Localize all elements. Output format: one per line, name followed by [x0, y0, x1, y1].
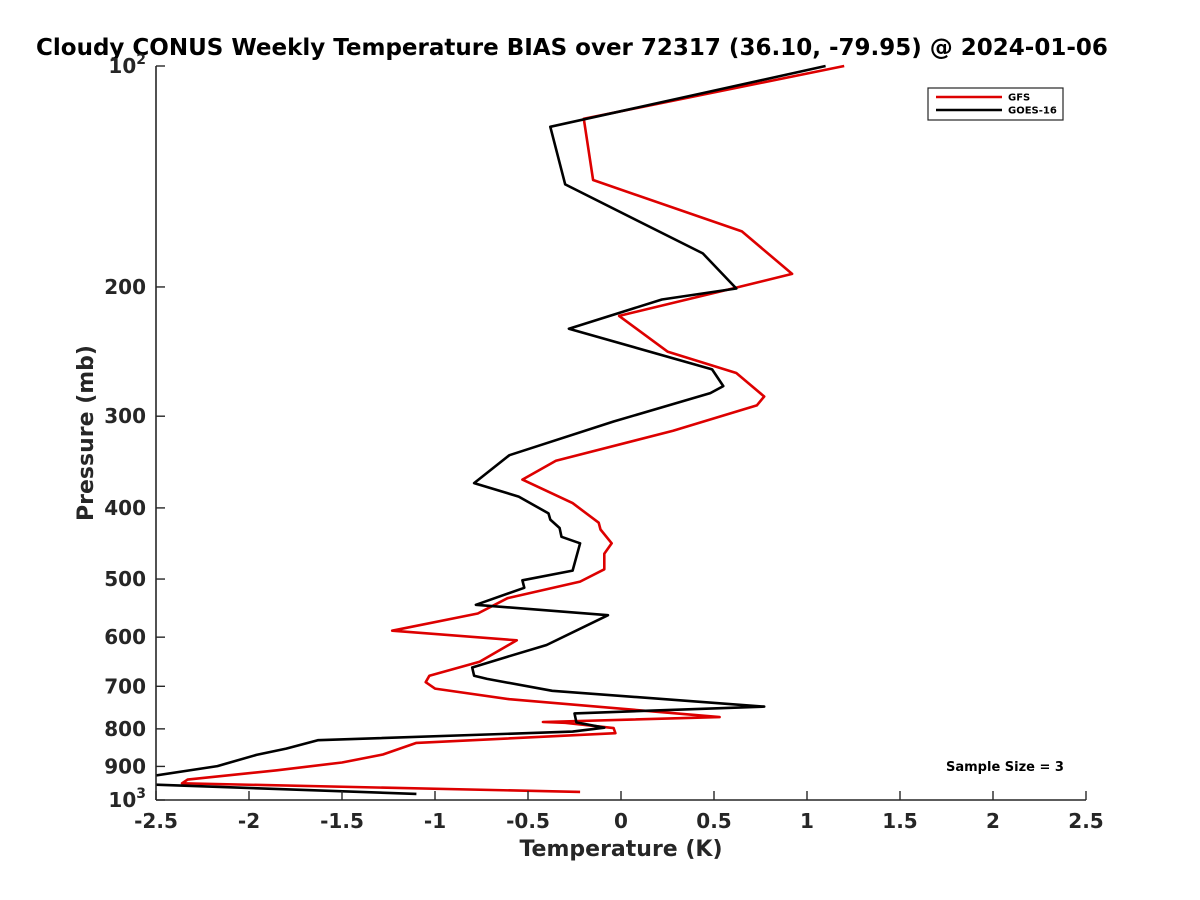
legend-label-goes16: GOES-16 [1008, 106, 1057, 117]
x-tick-label: 1 [800, 809, 814, 833]
sample-size-annotation: Sample Size = 3 [946, 760, 1064, 775]
x-tick-label: 2 [986, 809, 1000, 833]
x-tick-label: 0.5 [696, 809, 731, 833]
x-tick-label: 1.5 [882, 809, 917, 833]
legend-label-gfs: GFS [1008, 93, 1030, 104]
y-tick-label: 600 [104, 625, 146, 649]
y-axis-title: Pressure (mb) [74, 345, 99, 521]
y-tick-label: 300 [104, 404, 146, 428]
y-tick-label: 102 [108, 52, 146, 78]
y-tick-label: 700 [104, 674, 146, 698]
y-tick-label: 900 [104, 754, 146, 778]
axis-layer [155, 66, 1086, 801]
y-tick-label: 500 [104, 567, 146, 591]
x-ticks: -2.5 -2 -1.5 -1 -0.5 0 0.5 1 1.5 2 2.5 [134, 791, 1104, 833]
series-line-gfs [180, 64, 845, 794]
x-tick-label: -2.5 [134, 809, 178, 833]
plot-area: -2.5 -2 -1.5 -1 -0.5 0 0.5 1 1.5 2 2.5 102 200 300 40… [104, 52, 1103, 833]
y-tick-label: 200 [104, 275, 146, 299]
series-line-goes16 [156, 64, 826, 796]
x-tick-label: -1.5 [320, 809, 364, 833]
x-tick-label: -0.5 [506, 809, 550, 833]
y-tick-label: 800 [104, 717, 146, 741]
legend: GFS GOES-16 [927, 87, 1064, 121]
x-axis-title: Temperature (K) [519, 837, 722, 862]
series-layer [156, 64, 845, 796]
x-tick-label: 2.5 [1068, 809, 1103, 833]
chart-title: Cloudy CONUS Weekly Temperature BIAS ove… [36, 35, 1108, 61]
x-tick-label: -1 [424, 809, 446, 833]
x-tick-label: 0 [614, 809, 628, 833]
legend-box [927, 87, 1064, 121]
y-tick-label: 400 [104, 496, 146, 520]
x-tick-label: -2 [238, 809, 260, 833]
